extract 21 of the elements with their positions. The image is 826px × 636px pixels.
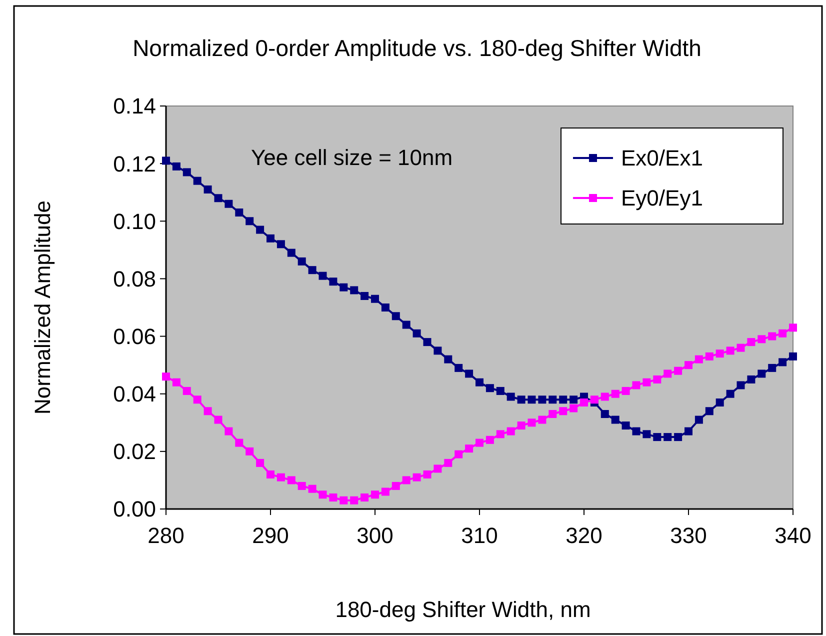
x-tick-label: 280 [148, 523, 184, 548]
y-tick-label: 0.00 [113, 496, 156, 522]
y-axis-title: Normalized Amplitude [30, 200, 55, 414]
x-axis-title: 180-deg Shifter Width, nm [335, 597, 591, 622]
y-tick-label: 0.06 [113, 324, 156, 349]
y-tick-label: 0.10 [113, 208, 156, 234]
chart-title: Normalized 0-order Amplitude vs. 180-deg Shifter Width [132, 35, 702, 61]
x-tick-label: 340 [774, 523, 812, 548]
y-tick-label: 0.04 [113, 382, 156, 407]
legend-label: Ex0/Ex1 [621, 146, 703, 171]
x-tick-label: 330 [670, 523, 707, 548]
y-tick-label: 0.12 [113, 151, 156, 176]
x-tick-label: 290 [252, 523, 289, 548]
x-tick-label: 300 [356, 523, 394, 548]
y-tick-label: 0.08 [113, 266, 156, 292]
legend-label: Ey0/Ey1 [621, 186, 703, 211]
annotation: Yee cell size = 10nm [251, 145, 453, 170]
x-tick-label: 320 [566, 523, 602, 548]
y-tick-label: 0.02 [113, 439, 156, 464]
x-tick-label: 310 [461, 523, 498, 548]
y-tick-label: 0.14 [113, 94, 156, 119]
